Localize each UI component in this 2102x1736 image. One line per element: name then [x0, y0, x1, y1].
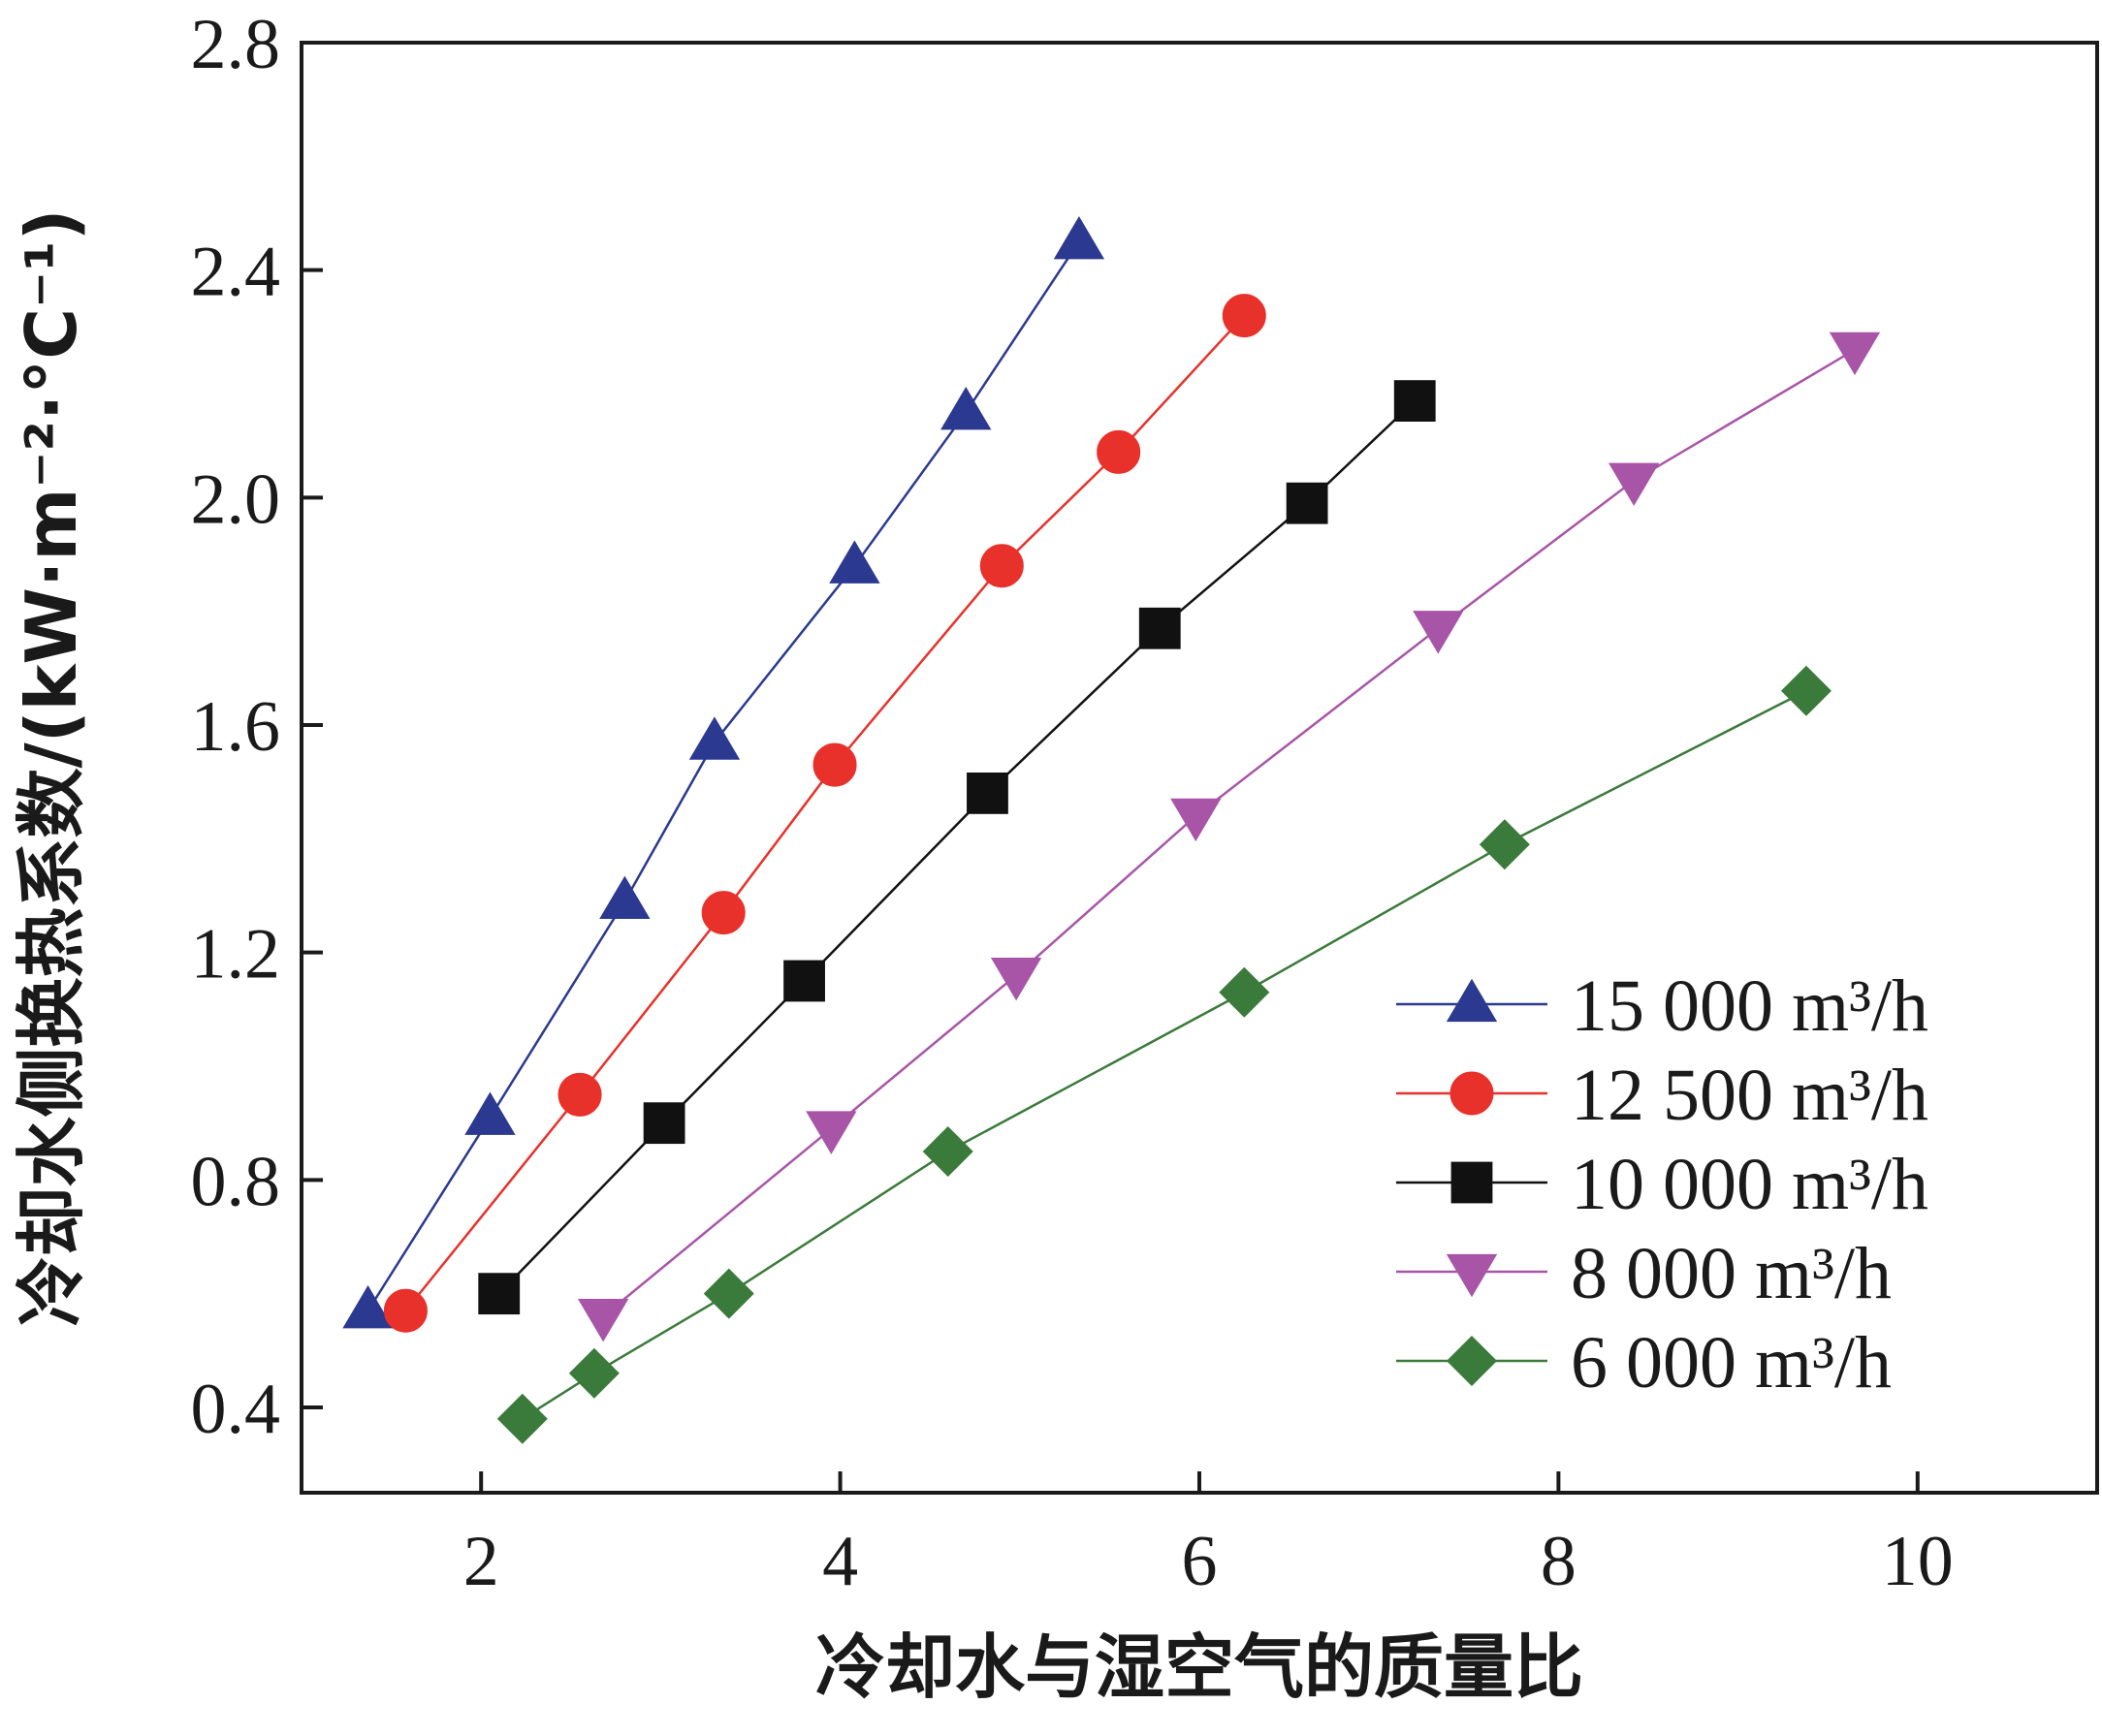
- data-point: [922, 1125, 973, 1178]
- data-point: [496, 1393, 548, 1444]
- data-point: [829, 540, 880, 584]
- data-point: [688, 716, 741, 760]
- legend-item: 12 500 m³/h: [1396, 1055, 1928, 1136]
- series-4: [496, 665, 1831, 1444]
- x-tick-label: 6: [1182, 1522, 1218, 1601]
- data-point: [342, 1284, 394, 1329]
- legend-label: 12 500 m³/h: [1571, 1055, 1928, 1136]
- y-axis: 0.4 0.8 1.2 1.6 2.0 2.4 2.8: [191, 5, 323, 1449]
- data-point: [599, 875, 651, 919]
- legend-item: 10 000 m³/h: [1396, 1144, 1928, 1225]
- data-point: [1608, 462, 1660, 507]
- series-1: [383, 294, 1266, 1333]
- data-point: [701, 891, 746, 935]
- data-point: [703, 1268, 754, 1319]
- x-axis: 2 4 6 8 10: [463, 1471, 1954, 1601]
- data-point: [1170, 798, 1222, 842]
- legend-item: 15 000 m³/h: [1396, 965, 1928, 1047]
- data-point: [383, 1288, 428, 1333]
- data-point: [812, 742, 857, 787]
- y-tick-label: 1.2: [191, 915, 281, 994]
- data-point: [1286, 482, 1328, 524]
- legend-marker: [1446, 1335, 1498, 1387]
- legend-label: 15 000 m³/h: [1571, 965, 1928, 1047]
- y-tick-label: 0.4: [191, 1370, 281, 1449]
- data-point: [1097, 429, 1141, 474]
- legend-marker: [1446, 978, 1498, 1023]
- data-point: [806, 1111, 857, 1154]
- data-point: [1393, 380, 1436, 423]
- legend-marker: [1449, 1071, 1494, 1116]
- series-layer: [342, 216, 1881, 1444]
- legend-label: 10 000 m³/h: [1571, 1144, 1928, 1225]
- data-point: [568, 1347, 620, 1399]
- y-tick-label: 2.4: [191, 233, 281, 312]
- y-tick-label: 1.6: [191, 687, 281, 767]
- legend-item: 6 000 m³/h: [1396, 1322, 1892, 1404]
- series-3: [577, 331, 1881, 1342]
- legend: 15 000 m³/h12 500 m³/h10 000 m³/h8 000 m…: [1396, 965, 1928, 1404]
- data-point: [464, 1091, 516, 1135]
- series-0: [342, 216, 1105, 1329]
- data-point: [1479, 819, 1530, 870]
- x-tick-label: 10: [1882, 1522, 1954, 1601]
- series-2: [478, 380, 1436, 1315]
- data-point: [940, 387, 992, 430]
- data-point: [1138, 607, 1181, 649]
- x-tick-label: 2: [463, 1522, 499, 1601]
- y-axis-title: 冷却水侧换热系数/(kW·m⁻²·°C⁻¹): [11, 208, 92, 1326]
- data-point: [967, 773, 1008, 814]
- data-point: [643, 1102, 685, 1145]
- y-tick-label: 0.8: [191, 1142, 281, 1221]
- data-point: [557, 1072, 602, 1117]
- legend-label: 6 000 m³/h: [1571, 1322, 1892, 1404]
- data-point: [979, 544, 1024, 588]
- data-point: [783, 960, 825, 1002]
- data-point: [1222, 294, 1266, 338]
- x-axis-title: 冷却水与湿空气的质量比: [815, 1626, 1583, 1708]
- data-point: [1053, 216, 1105, 260]
- data-point: [1219, 966, 1270, 1018]
- data-point: [1413, 611, 1464, 654]
- x-tick-label: 4: [822, 1522, 858, 1601]
- data-point: [1780, 665, 1831, 716]
- legend-item: 8 000 m³/h: [1396, 1233, 1892, 1314]
- x-tick-label: 8: [1541, 1522, 1576, 1601]
- data-point: [1829, 331, 1881, 376]
- data-point: [478, 1273, 521, 1315]
- legend-marker: [1446, 1253, 1498, 1298]
- data-point: [990, 958, 1042, 1001]
- y-tick-label: 2.8: [191, 5, 281, 84]
- legend-label: 8 000 m³/h: [1571, 1233, 1892, 1314]
- legend-marker: [1450, 1161, 1493, 1204]
- data-point: [577, 1299, 629, 1342]
- y-tick-label: 2.0: [191, 459, 281, 539]
